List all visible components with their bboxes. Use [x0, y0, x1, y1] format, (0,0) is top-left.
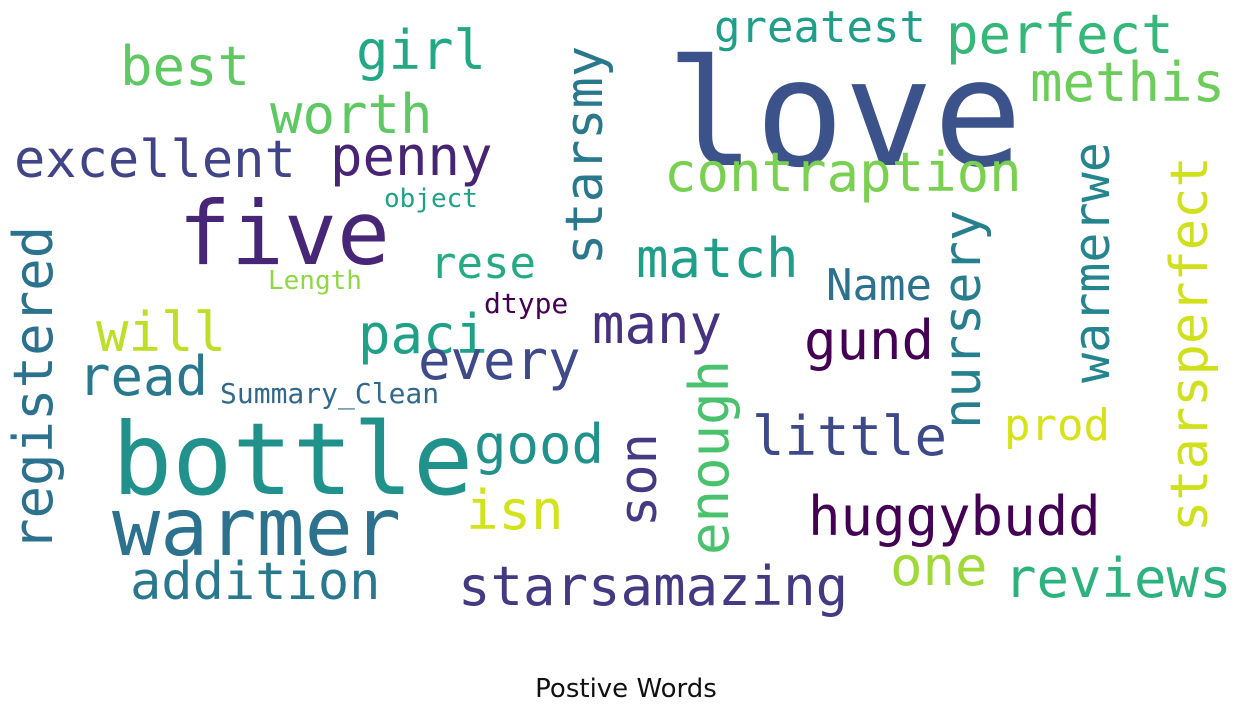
word-son: son	[609, 433, 669, 527]
word-penny: penny	[330, 125, 493, 188]
word-little: little	[752, 405, 948, 468]
word-perfect: perfect	[946, 3, 1174, 66]
word-starsmy: starsmy	[555, 45, 615, 265]
word-isn: isn	[466, 479, 564, 542]
word-every: every	[418, 329, 581, 392]
word-object: object	[384, 184, 478, 214]
word-rese: rese	[430, 238, 536, 289]
word-excellent: excellent	[14, 130, 296, 190]
word-worth: worth	[270, 83, 433, 146]
caption: Postive Words	[535, 674, 717, 704]
word-addition: addition	[130, 552, 381, 612]
word-Length: Length	[268, 266, 362, 296]
word-methis: methis	[1030, 51, 1226, 114]
word-best: best	[120, 35, 251, 98]
word-gund: gund	[804, 309, 935, 372]
word-will: will	[96, 301, 227, 364]
word-bottle: bottle	[112, 401, 474, 518]
word-greatest: greatest	[714, 2, 926, 53]
word-many: many	[592, 293, 723, 356]
word-love: love	[666, 28, 1023, 200]
word-enough: enough	[678, 359, 741, 555]
word-Summary_Clean: Summary_Clean	[220, 377, 440, 410]
word-good: good	[474, 413, 605, 476]
word-warmer: warmer	[112, 481, 401, 574]
word-Name: Name	[826, 260, 932, 311]
word-contraption: contraption	[664, 141, 1022, 204]
word-registered: registered	[2, 225, 65, 551]
word-match: match	[636, 227, 799, 290]
word-huggybudd: huggybudd	[808, 485, 1101, 548]
word-starsamazing: starsamazing	[458, 555, 849, 618]
word-dtype: dtype	[484, 287, 569, 320]
word-reviews: reviews	[1004, 547, 1232, 610]
word-one: one	[890, 535, 988, 598]
word-starsperfect: starsperfect	[1160, 156, 1220, 532]
word-five: five	[178, 182, 390, 285]
word-paci: paci	[358, 303, 489, 366]
word-nursery: nursery	[933, 209, 993, 429]
word-girl: girl	[356, 19, 487, 82]
word-prod: prod	[1004, 400, 1110, 451]
word-cloud: love bottle warmer five excellent best g…	[2, 2, 1232, 618]
word-read: read	[78, 345, 209, 408]
word-warmerwe: warmerwe	[1063, 142, 1121, 383]
